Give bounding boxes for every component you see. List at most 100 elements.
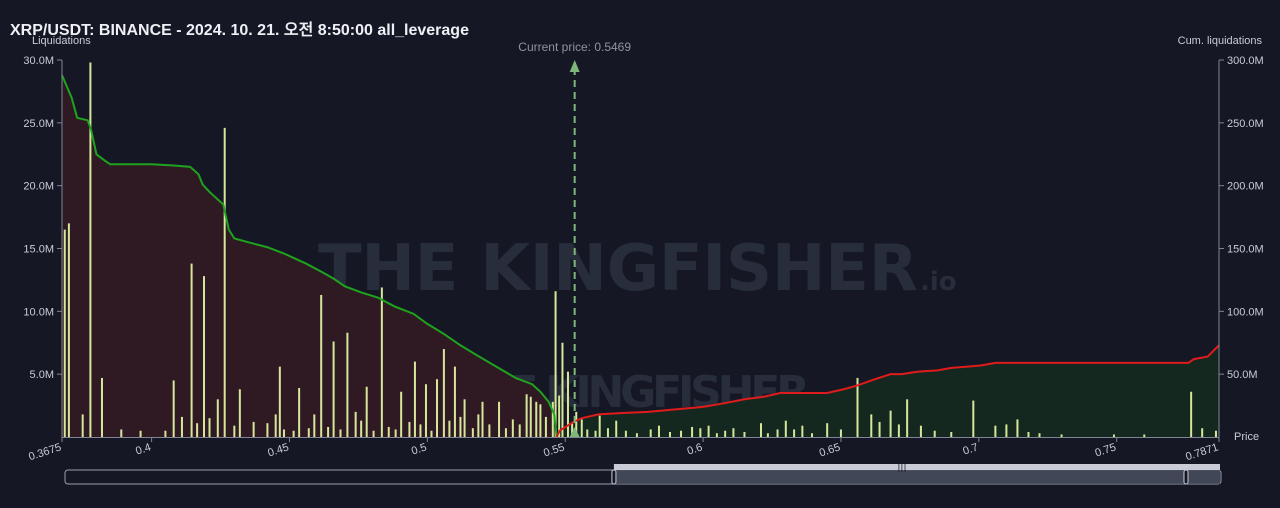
x-tick-label: 0.3675 — [27, 441, 63, 463]
long-cumulative-area — [62, 75, 557, 437]
liquidation-bar — [203, 276, 206, 437]
liquidation-bar — [504, 428, 507, 437]
x-tick-label: 0.6 — [686, 441, 704, 457]
liquidation-bar — [878, 421, 881, 437]
liquidation-bar — [216, 399, 219, 437]
liquidation-bar — [1201, 428, 1204, 437]
liquidation-bar — [544, 416, 547, 437]
y-right-tick-label: 250.0M — [1227, 118, 1264, 130]
y-axis-right-ticks: 50.0M 100.0M 150.0M 200.0M 250.0M 300.0M — [1219, 55, 1264, 381]
liquidation-bar — [238, 389, 241, 437]
liquidation-bar — [139, 430, 142, 437]
y-right-tick-label: 200.0M — [1227, 181, 1264, 193]
liquidation-bar — [400, 391, 403, 437]
liquidation-bar — [811, 433, 814, 437]
liquidation-bar — [354, 411, 357, 437]
liquidation-bar — [266, 423, 269, 437]
liquidation-bar — [784, 420, 787, 437]
liquidation-bar — [691, 426, 694, 437]
current-price-label: Current price: 0.5469 — [518, 40, 631, 54]
liquidation-bar — [615, 420, 618, 437]
liquidation-bar — [826, 423, 829, 437]
liquidation-bar — [453, 366, 456, 437]
liquidation-bar — [233, 425, 236, 437]
liquidation-bar — [1112, 434, 1115, 437]
scrollbar-grip-icon[interactable]: ||| — [897, 463, 906, 473]
short-cumulative-line — [555, 344, 1220, 438]
liquidation-bar — [81, 414, 84, 437]
x-axis-ticks: 0.3675 0.4 0.45 0.5 0.55 0.6 0.65 0.7 0.75 0.7871 — [27, 437, 1220, 463]
liquidation-bar — [657, 425, 660, 437]
liquidation-bar — [282, 429, 285, 437]
liquidation-bar — [529, 396, 532, 437]
range-scrollbar[interactable]: ||| — [64, 463, 1222, 485]
liquidation-bar — [164, 430, 167, 437]
liquidation-bar — [394, 429, 397, 437]
current-price-arrow-up-icon — [569, 60, 580, 72]
liquidation-bar — [339, 429, 342, 437]
liquidation-bar — [180, 416, 183, 437]
x-tick-label: 0.65 — [818, 441, 842, 459]
liquidation-bar — [606, 428, 609, 437]
scrollbar-selected-range[interactable] — [613, 470, 1220, 484]
current-price-arrow-base-icon — [569, 427, 580, 437]
scrollbar-right-handle[interactable] — [1183, 469, 1189, 485]
scrollbar-range-thumb[interactable] — [613, 464, 1220, 470]
liquidation-bar — [307, 428, 310, 437]
watermark-suffix: .io — [920, 267, 957, 297]
liquidation-bar — [558, 395, 561, 437]
liquidation-bar — [759, 423, 762, 437]
liquidation-bar — [67, 223, 70, 437]
scrollbar-left-handle[interactable] — [611, 469, 617, 485]
liquidation-bar — [278, 366, 281, 437]
y-left-tick-label: 20.0M — [23, 181, 54, 193]
liquidation-bar — [365, 386, 368, 437]
liquidation-bar — [1027, 431, 1030, 437]
liquidation-bar — [408, 421, 411, 437]
liquidation-bar — [430, 430, 433, 437]
liquidation-bar — [208, 418, 211, 437]
liquidation-bar — [561, 342, 564, 437]
liquidation-bar — [413, 361, 416, 437]
liquidation-bar — [1038, 433, 1041, 437]
liquidation-bar — [424, 384, 427, 437]
liquidation-bar — [839, 429, 842, 437]
liquidation-bar — [566, 371, 569, 437]
liquidation-bar — [471, 428, 474, 437]
liquidation-bar — [554, 291, 557, 437]
liquidation-bar — [100, 377, 103, 437]
liquidation-bar — [1190, 391, 1193, 437]
liquidation-bar — [63, 229, 66, 437]
liquidation-bar — [856, 377, 859, 437]
liquidation-bar — [715, 433, 718, 437]
liquidation-bar — [372, 430, 375, 437]
liquidation-bar — [571, 423, 574, 437]
liquidation-bar — [575, 411, 578, 437]
y-axis-right-title: Cum. liquidations — [1178, 35, 1263, 47]
liquidation-bar — [196, 423, 199, 437]
liquidation-bar — [419, 424, 422, 437]
y-right-tick-label: 50.0M — [1227, 369, 1258, 381]
liquidation-bar — [292, 430, 295, 437]
liquidation-bar — [223, 127, 226, 438]
liquidation-bar — [889, 410, 892, 437]
liquidation-bar — [448, 420, 451, 437]
y-right-tick-label: 300.0M — [1227, 55, 1264, 67]
liquidation-bar — [346, 332, 349, 437]
liquidation-bar — [387, 426, 390, 437]
chart-title: XRP/USDT: BINANCE - 2024. 10. 21. 오전 8:5… — [10, 22, 469, 39]
liquidation-bar — [551, 401, 554, 437]
liquidation-bar — [933, 430, 936, 437]
liquidation-bar — [793, 429, 796, 437]
watermark-main: THE KINGFISHER — [318, 232, 918, 306]
x-tick-label: 0.75 — [1094, 441, 1118, 459]
short-cumulative-area — [556, 345, 1219, 437]
liquidation-bar — [950, 431, 953, 437]
liquidation-bar — [680, 430, 683, 437]
long-cumulative-line — [61, 74, 558, 438]
liquidation-bar — [463, 399, 466, 437]
liquidation-bar — [459, 416, 462, 437]
y-left-tick-label: 15.0M — [23, 244, 54, 256]
liquidation-bar — [436, 379, 439, 437]
